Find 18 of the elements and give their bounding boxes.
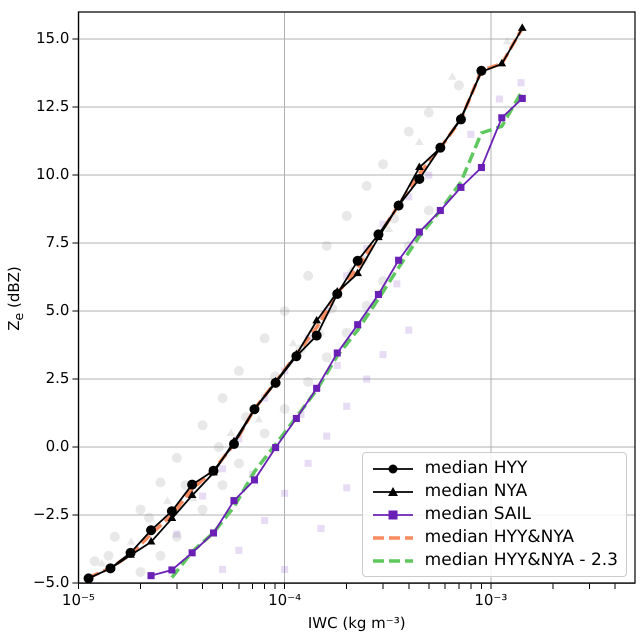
y-tick-label: 2.5 [46,368,70,387]
y-tick-label: 12.5 [36,97,70,116]
legend-label: median HYY [424,457,528,480]
y-tick-label: 0.0 [46,436,70,455]
y-tick-label: 10.0 [36,165,70,184]
y-tick-label: −2.5 [32,504,70,523]
y-tick-label: 7.5 [46,233,70,252]
legend-label: median HYY&NYA - 2.3 [424,549,618,572]
y-tick-label: 15.0 [36,29,70,48]
legend-label: median NYA [424,480,528,503]
y-tick-label: 5.0 [46,300,70,319]
legend-label: median SAIL [424,503,532,526]
y-tick-label: −5.0 [32,572,70,591]
legend-label: median HYY&NYA [424,526,574,549]
x-axis-title: IWC (kg m⁻³) [308,614,406,632]
x-tick-label: 10⁻³ [474,590,508,609]
x-tick-label: 10⁻⁴ [268,590,302,609]
x-tick-label: 10⁻⁵ [62,590,95,609]
